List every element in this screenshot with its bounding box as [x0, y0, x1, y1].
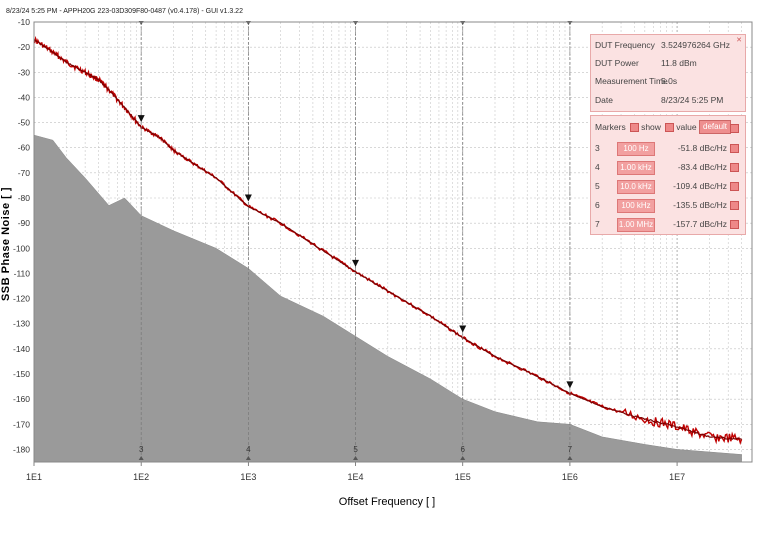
marker-bottom-tick	[460, 456, 466, 460]
marker-triangle	[244, 194, 252, 202]
value-label: value	[676, 122, 697, 132]
marker-row: 7 1.00 MHz -157.7 dBc/Hz	[595, 216, 741, 232]
marker-frequency-field[interactable]: 100 Hz	[617, 142, 655, 156]
marker-triangle	[352, 259, 360, 267]
marker-id-label: 3	[139, 445, 144, 454]
y-tick-label: -130	[13, 319, 30, 329]
marker-bottom-tick	[138, 456, 144, 460]
marker-triangle	[459, 325, 467, 333]
marker-frequency-field[interactable]: 10.0 kHz	[617, 180, 655, 194]
marker-frequency-field[interactable]: 1.00 kHz	[617, 161, 655, 175]
marker-delete-icon[interactable]	[730, 144, 739, 153]
marker-bottom-tick	[567, 456, 573, 460]
info-row-dut-frequency: DUT Frequency 3.524976264 GHz	[595, 40, 730, 50]
x-tick-label: 1E2	[133, 472, 149, 482]
marker-triangle	[566, 381, 574, 389]
marker-row: 6 100 kHz -135.5 dBc/Hz	[595, 197, 741, 213]
y-tick-label: -90	[18, 218, 31, 228]
info-row-measurement-time: Measurement Time 5.0s	[595, 76, 678, 86]
x-tick-label: 1E6	[562, 472, 578, 482]
default-button[interactable]: default	[699, 120, 732, 134]
x-tick-label: 1E4	[348, 472, 364, 482]
marker-delete-icon[interactable]	[730, 220, 739, 229]
marker-bottom-tick	[245, 456, 251, 460]
y-tick-label: -50	[18, 118, 31, 128]
measurement-info-panel: ✕ DUT Frequency 3.524976264 GHz DUT Powe…	[590, 34, 746, 112]
marker-id-label: 7	[568, 445, 573, 454]
info-row-date: Date 8/23/24 5:25 PM	[595, 95, 724, 105]
phase-noise-smoothed-trace	[33, 39, 742, 440]
y-tick-label: -40	[18, 92, 31, 102]
y-axis-label: SSB Phase Noise [ ]	[0, 186, 12, 302]
markers-panel: Markers show value default 3 100 Hz -51.…	[590, 115, 746, 235]
y-tick-label: -140	[13, 344, 30, 354]
marker-row: 3 100 Hz -51.8 dBc/Hz	[595, 140, 741, 156]
y-tick-label: -150	[13, 369, 30, 379]
marker-delete-icon[interactable]	[730, 182, 739, 191]
y-tick-label: -70	[18, 168, 31, 178]
marker-frequency-field[interactable]: 1.00 MHz	[617, 218, 655, 232]
markers-title: Markers	[595, 122, 626, 132]
marker-id-label: 6	[460, 445, 465, 454]
markers-header: Markers show value default	[595, 120, 741, 134]
x-tick-label: 1E3	[240, 472, 256, 482]
noise-floor-area	[33, 134, 742, 463]
marker-row: 4 1.00 kHz -83.4 dBc/Hz	[595, 159, 741, 175]
y-tick-label: -110	[14, 268, 31, 278]
y-tick-label: -60	[18, 143, 31, 153]
value-checkbox[interactable]	[665, 123, 675, 133]
y-tick-label: -160	[13, 394, 30, 404]
show-checkbox[interactable]	[630, 123, 640, 133]
close-icon[interactable]: ✕	[736, 37, 742, 44]
x-tick-label: 1E7	[669, 472, 685, 482]
x-axis-label: Offset Frequency [ ]	[338, 496, 436, 508]
marker-row: 5 10.0 kHz -109.4 dBc/Hz	[595, 178, 741, 194]
x-tick-label: 1E1	[26, 472, 42, 482]
marker-triangle	[137, 115, 145, 123]
marker-delete-icon[interactable]	[730, 163, 739, 172]
marker-delete-icon[interactable]	[730, 201, 739, 210]
info-row-dut-power: DUT Power 11.8 dBm	[595, 58, 697, 68]
marker-id-label: 5	[353, 445, 358, 454]
marker-bottom-tick	[353, 456, 359, 460]
markers-menu-icon[interactable]	[730, 124, 739, 133]
marker-id-label: 4	[246, 445, 251, 454]
plot-border	[33, 21, 753, 463]
y-tick-label: -180	[13, 444, 30, 454]
y-tick-label: -100	[13, 243, 30, 253]
y-tick-label: -20	[18, 42, 31, 52]
y-tick-label: -10	[18, 17, 31, 27]
show-label: show	[641, 122, 661, 132]
x-tick-label: 1E5	[455, 472, 471, 482]
marker-frequency-field[interactable]: 100 kHz	[617, 199, 655, 213]
y-tick-label: -80	[18, 193, 31, 203]
plot-header: 8/23/24 5:25 PM - APPH20G 223-03D309F80-…	[6, 8, 243, 15]
y-tick-label: -170	[13, 419, 30, 429]
y-tick-label: -120	[13, 294, 30, 304]
y-tick-label: -30	[18, 67, 31, 77]
